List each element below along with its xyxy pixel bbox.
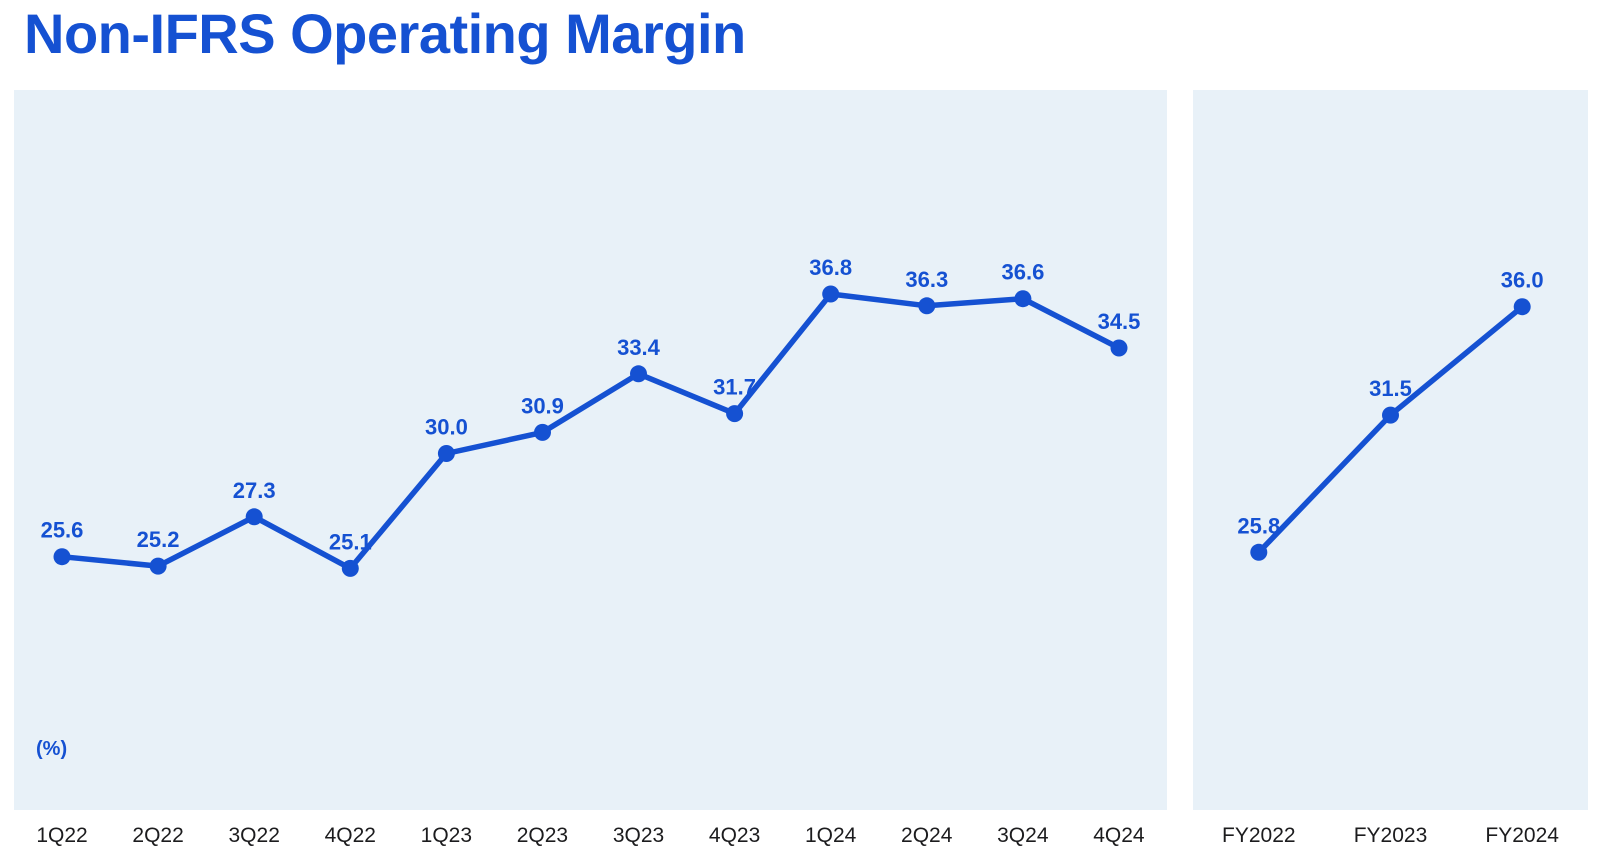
data-point-2Q22 — [149, 557, 167, 575]
x-axis-label-FY2024: FY2024 — [1485, 824, 1559, 847]
x-axis-label-1Q24: 1Q24 — [804, 824, 857, 847]
data-label-3Q22: 27.3 — [233, 478, 276, 503]
annual-x-axis: FY2022 FY2023 FY2024 — [1193, 822, 1588, 850]
data-label-FY2023: 31.5 — [1369, 376, 1412, 401]
data-label-3Q24: 36.6 — [1001, 260, 1044, 285]
data-point-1Q22 — [53, 548, 71, 566]
series-line — [59, 291, 1122, 572]
data-label-1Q23: 30.0 — [425, 415, 468, 440]
annual-chart-panel: 25.8 31.5 36.0 — [1193, 90, 1588, 810]
data-label-1Q24: 36.8 — [809, 255, 852, 280]
data-label-3Q23: 33.4 — [617, 335, 661, 360]
quarterly-chart-panel: 25.6 25.2 27.3 25.1 30.0 30.9 33.4 31.7 36.8 36.3… — [14, 90, 1167, 810]
data-label-2Q23: 30.9 — [521, 393, 564, 418]
x-axis-label-2Q22: 2Q22 — [132, 824, 184, 847]
x-axis-label-FY2022: FY2022 — [1222, 824, 1296, 847]
data-point-FY2023 — [1382, 406, 1399, 424]
data-point-1Q23 — [437, 445, 455, 462]
x-axis-label-1Q23: 1Q23 — [420, 824, 473, 847]
x-axis-label-2Q23: 2Q23 — [516, 824, 569, 847]
data-label-4Q22: 25.1 — [329, 529, 372, 554]
x-axis-label-4Q22: 4Q22 — [324, 824, 376, 847]
data-point-4Q23 — [726, 405, 744, 423]
data-point-FY2024 — [1513, 298, 1531, 316]
x-axis-label-3Q24: 3Q24 — [997, 824, 1049, 847]
quarterly-x-axis: 1Q22 2Q22 3Q22 4Q22 1Q23 2Q23 3Q23 4Q23 1Q24 2Q24… — [14, 822, 1167, 850]
x-axis-label-4Q24: 4Q24 — [1093, 824, 1145, 847]
data-point-4Q24 — [1110, 339, 1128, 357]
data-point-FY2022 — [1250, 543, 1268, 561]
data-label-2Q22: 25.2 — [137, 527, 180, 552]
x-axis-label-FY2023: FY2023 — [1353, 824, 1428, 847]
data-label-1Q22: 25.6 — [41, 518, 84, 543]
data-point-2Q24 — [918, 297, 936, 315]
data-point-2Q23 — [534, 423, 551, 441]
data-label-4Q24: 34.5 — [1098, 309, 1141, 334]
unit-label: (%) — [36, 738, 68, 760]
data-point-3Q22 — [245, 508, 263, 526]
data-label-2Q24: 36.3 — [905, 267, 948, 292]
x-axis-label-4Q23: 4Q23 — [708, 824, 761, 847]
quarterly-line-chart: 25.6 25.2 27.3 25.1 30.0 30.9 33.4 31.7 36.8 36.3… — [41, 255, 1141, 577]
data-label-FY2022: 25.8 — [1237, 513, 1280, 538]
x-axis-label-2Q24: 2Q24 — [901, 824, 953, 847]
x-axis-label-1Q22: 1Q22 — [36, 824, 88, 847]
data-point-3Q23 — [630, 365, 647, 383]
data-point-4Q22 — [341, 559, 359, 577]
data-label-FY2024: 36.0 — [1501, 268, 1544, 293]
x-axis-label-3Q22: 3Q22 — [228, 824, 280, 847]
data-point-3Q24 — [1014, 290, 1032, 308]
data-point-1Q24 — [822, 285, 840, 303]
data-label-4Q23: 31.7 — [713, 375, 756, 400]
annual-line-chart: 25.8 31.5 36.0 — [1237, 268, 1544, 561]
series-line — [1256, 303, 1525, 556]
page-title: Non-IFRS Operating Margin — [24, 2, 746, 65]
x-axis-label-3Q23: 3Q23 — [612, 824, 665, 847]
